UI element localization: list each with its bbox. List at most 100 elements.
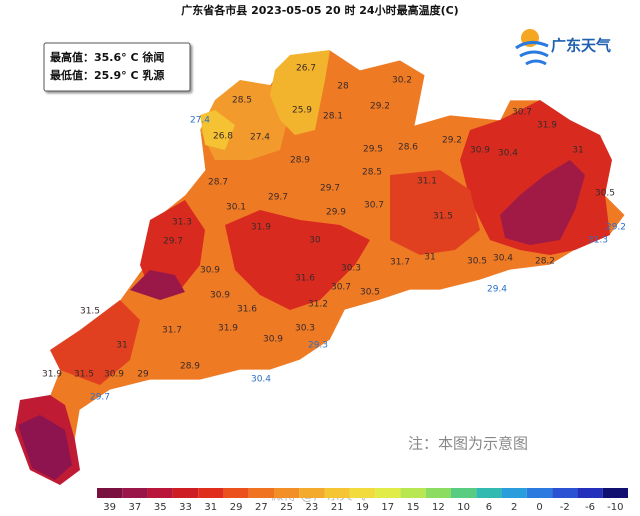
colorbar-label: 0 [536,502,542,513]
colorbar-label: 17 [381,502,394,513]
temperature-label: 29.4 [487,285,507,295]
temperature-label: 30.5 [360,288,380,298]
temperature-label: 31 [572,146,583,156]
temperature-label: 29 [137,370,149,380]
temperature-label: 31.9 [218,324,238,334]
colorbar-swatch [451,488,477,498]
temperature-label: 31.6 [237,305,257,315]
colorbar-swatch [501,488,527,498]
colorbar-label: -2 [560,502,570,513]
temperature-label: 28.1 [323,112,343,122]
temperature-label: 31 [116,341,127,351]
region-center-east [390,170,480,255]
temperature-label: 25.9 [292,106,312,116]
colorbar-swatch [349,488,376,498]
province-shape [14,49,626,486]
temperature-label: 30.4 [498,149,518,159]
colorbar-label: 12 [432,502,445,513]
colorbar-swatch [425,488,451,498]
colorbar-label: 6 [486,502,492,513]
colorbar-swatch [223,488,249,498]
logo-text: 广东天气 [551,37,611,55]
temperature-label: 26.8 [213,132,233,142]
colorbar-label: 27 [255,502,268,513]
temperature-label: 30.3 [341,264,361,274]
colorbar: 39 37 35 33 31 29 27 25 23 21 19 17 15 12 10 6 2 0 -2 -6 -10 [97,488,628,513]
colorbar-label: 23 [306,502,319,513]
colorbar-label: -6 [585,502,595,513]
temperature-label: 31.2 [308,300,328,310]
colorbar-label: 37 [129,502,142,513]
temperature-label: 30.9 [263,335,283,345]
colorbar-swatch [122,488,148,498]
temperature-label: 31.7 [390,258,410,268]
temperature-label: 28.5 [232,96,252,106]
logo-icon [515,29,549,66]
colorbar-label: 21 [331,502,344,513]
temperature-label: 31.5 [74,370,94,380]
title: 广东省各市县 2023-05-05 20 时 24小时最高温度(C) [181,3,458,17]
region-west-yellow [200,110,235,150]
colorbar-label: 29 [230,502,243,513]
region-north-yellow [270,50,330,135]
temperature-label: 30.9 [104,370,124,380]
colorbar-swatch [198,488,224,498]
temperature-label: 30.1 [226,203,246,213]
temperature-label: 31.7 [162,326,182,336]
temperature-label: 30.9 [200,266,220,276]
temperature-label: 31.1 [417,177,437,187]
colorbar-label: 10 [457,502,470,513]
temperature-label: 29.7 [90,393,110,403]
temperature-label: 29.7 [268,193,288,203]
region-south-west [50,300,140,385]
region-east-dark [500,160,585,245]
temperature-label: 26.7 [296,64,316,74]
temperature-label: 28 [337,82,349,92]
colorbar-swatch [602,488,628,498]
region-peninsula-dark [18,415,72,480]
temperature-label: 29.7 [320,184,340,194]
temperature-label: 31.6 [295,274,315,284]
temperature-label: 29.2 [370,102,390,112]
colorbar-swatch [552,488,578,498]
region-east-red [460,100,612,255]
temperature-label: 28.2 [535,257,555,267]
colorbar-swatch [172,488,199,498]
temperature-label: 30 [309,236,321,246]
colorbar-swatch [248,488,274,498]
temperature-label: 30.5 [467,257,487,267]
temperature-label: 30.7 [364,201,384,211]
region-west-dark [130,270,185,300]
temperature-label: 31.3 [172,218,192,228]
colorbar-swatch [324,488,350,498]
temperature-label: 31.9 [251,223,271,233]
colorbar-label: 25 [280,502,293,513]
temperature-label: 31.5 [80,307,100,317]
colorbar-swatch [97,488,123,498]
temperature-label: 30.2 [392,76,412,86]
temperature-label: 27.4 [250,133,270,143]
colorbar-swatch [299,488,325,498]
temperature-label: 30.7 [331,283,351,293]
info-min: 最低值：25.9° C 乳源 [50,68,164,82]
colorbar-swatch [400,488,426,498]
info-max: 最高值：35.6° C 徐闻 [50,50,164,64]
colorbar-swatch [274,488,300,498]
colorbar-swatch [147,488,173,498]
note: 注：本图为示意图 [408,435,528,453]
temperature-label: 28.5 [362,168,382,178]
temperature-label: 31.9 [42,370,62,380]
temperature-label: 29.3 [308,341,328,351]
temperature-label: 28.7 [208,178,228,188]
colorbar-label: 31 [204,502,217,513]
region-west-red [140,200,205,290]
temperature-label: 29.5 [363,145,383,155]
colorbar-swatch [526,488,553,498]
colorbar-label: -10 [607,502,623,513]
temperature-label: 28.9 [180,362,200,372]
temperature-label: 30.7 [512,108,532,118]
colorbar-label: 35 [154,502,167,513]
temperature-label: 29.7 [163,237,183,247]
